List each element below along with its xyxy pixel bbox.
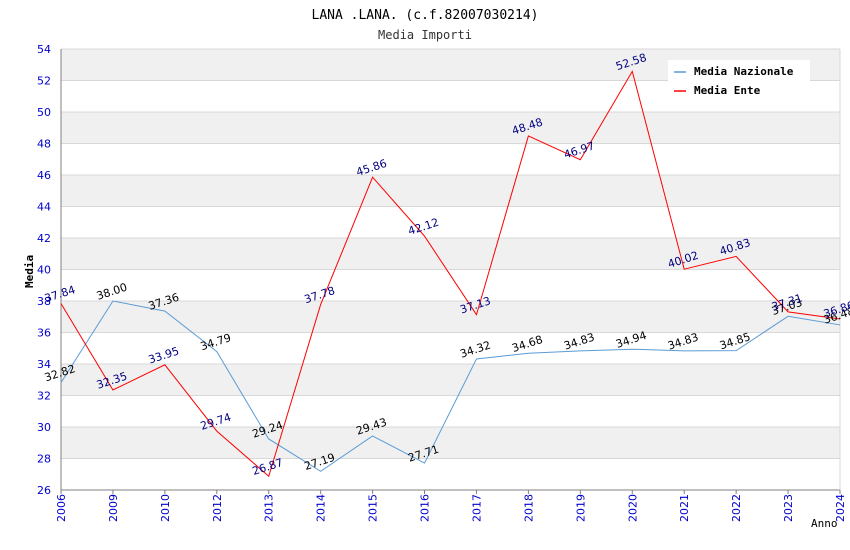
- x-tick-label: 2014: [315, 494, 328, 522]
- y-tick-label: 40: [37, 264, 51, 277]
- x-tick-labels: 2006 2009 2010 2012 2013 2014 2015 2016 2017 2018…: [55, 490, 847, 522]
- y-tick-label: 36: [37, 327, 51, 340]
- y-tick-label: 48: [37, 138, 51, 151]
- data-label: 34.68: [510, 333, 544, 355]
- legend-box: [668, 60, 810, 102]
- x-tick-label: 2015: [367, 494, 380, 522]
- x-tick-label: 2023: [782, 494, 795, 522]
- x-tick-label: 2009: [107, 494, 120, 522]
- grid-band: [61, 301, 840, 333]
- y-tick-label: 26: [37, 484, 51, 497]
- y-tick-label: 30: [37, 421, 51, 434]
- y-tick-label: 32: [37, 390, 51, 403]
- y-tick-label: 44: [37, 201, 51, 214]
- x-tick-label: 2012: [211, 494, 224, 522]
- x-tick-label: 2006: [55, 494, 68, 522]
- x-tick-label: 2019: [574, 494, 587, 522]
- series-line-media-ente: [60, 70, 841, 478]
- x-tick-label: 2016: [419, 494, 432, 522]
- y-tick-label: 52: [37, 75, 51, 88]
- data-label: 33.95: [147, 344, 181, 366]
- x-tick-label: 2018: [522, 494, 535, 522]
- x-axis-label: Anno: [811, 517, 838, 530]
- y-tick-label: 28: [37, 453, 51, 466]
- legend-label-media-ente: Media Ente: [694, 84, 761, 97]
- chart-title: LANA .LANA. (c.f.82007030214): [312, 8, 539, 23]
- data-label: 34.79: [199, 331, 233, 353]
- plot-bands: [61, 49, 840, 459]
- y-tick-label: 38: [37, 295, 51, 308]
- y-tick-label: 42: [37, 232, 51, 245]
- data-label: 38.00: [95, 281, 129, 303]
- grid-band: [61, 427, 840, 459]
- x-tick-label: 2024: [834, 494, 847, 522]
- y-tick-label: 34: [37, 358, 51, 371]
- legend: Media Nazionale Media Ente: [668, 60, 810, 102]
- chart-subtitle: Media Importi: [378, 28, 472, 42]
- y-tick-label: 54: [37, 43, 51, 56]
- grid-band: [61, 112, 840, 144]
- x-tick-label: 2022: [730, 494, 743, 522]
- y-axis-label: Media: [23, 255, 36, 288]
- x-tick-label: 2020: [626, 494, 639, 522]
- grid-band: [61, 364, 840, 396]
- grid-band: [61, 175, 840, 207]
- y-tick-labels: 26 28 30 32 34 36 38 40 42 44 46 48 50 52 54: [37, 43, 51, 497]
- x-tick-label: 2021: [678, 494, 691, 522]
- data-label: 34.83: [562, 331, 596, 353]
- y-tick-label: 46: [37, 169, 51, 182]
- x-tick-label: 2010: [159, 494, 172, 522]
- x-tick-label: 2017: [470, 494, 483, 522]
- x-tick-label: 2013: [263, 494, 276, 522]
- series-line-media-nazionale: [60, 300, 841, 472]
- series-lines: [60, 70, 841, 478]
- axes: [60, 49, 841, 491]
- data-label: 34.83: [666, 331, 700, 353]
- data-label: 34.85: [718, 330, 752, 352]
- y-tick-label: 50: [37, 106, 51, 119]
- legend-label-media-nazionale: Media Nazionale: [694, 65, 794, 78]
- grid-band: [61, 238, 840, 270]
